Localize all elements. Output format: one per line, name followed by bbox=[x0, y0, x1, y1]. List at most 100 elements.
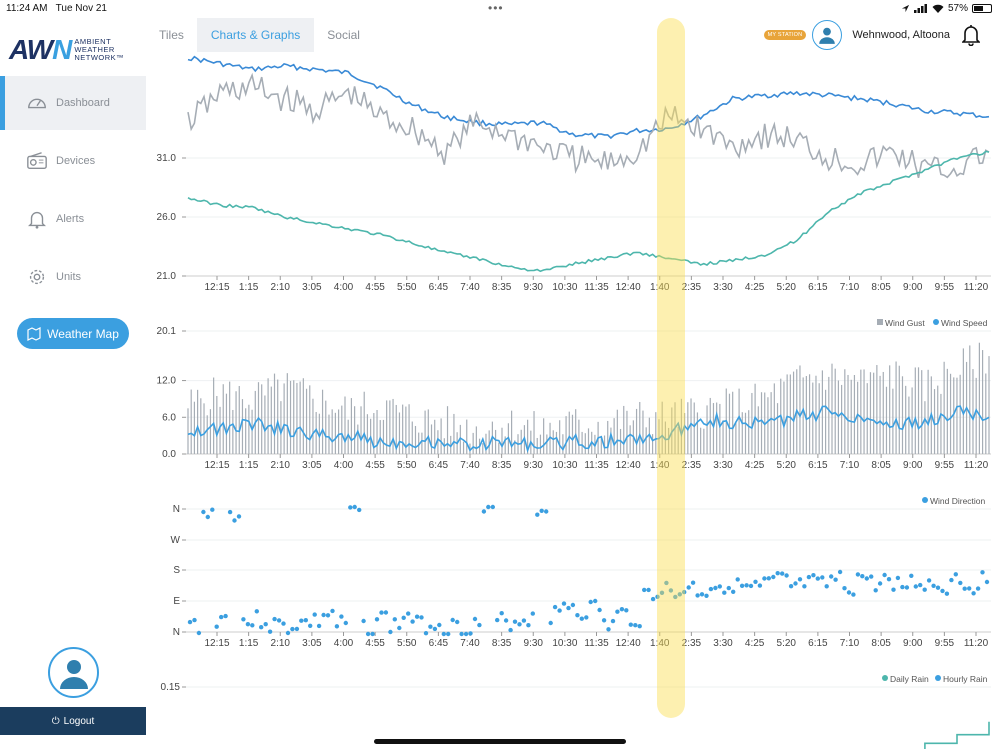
wind-x-tick-label: 2:10 bbox=[271, 460, 291, 471]
battery-percent: 57% bbox=[947, 3, 968, 14]
bell-icon bbox=[28, 211, 46, 229]
notification-bell-icon[interactable] bbox=[962, 24, 980, 46]
wind-direction-point bbox=[646, 587, 651, 593]
wind-direction-point bbox=[949, 577, 954, 583]
sidebar-nav: Dashboard Devices Alerts Units bbox=[0, 76, 146, 308]
wind-x-tick-label: 8:05 bbox=[871, 460, 891, 471]
wind-direction-point bbox=[223, 613, 228, 619]
temp-x-tick-label: 9:00 bbox=[903, 282, 923, 293]
wind-direction-point bbox=[517, 622, 522, 627]
wind-direction-point bbox=[668, 588, 674, 593]
wind-direction-point bbox=[757, 583, 763, 588]
legend-swatch-wind-speed bbox=[933, 319, 939, 325]
wind-x-tick-label: 11:35 bbox=[584, 460, 609, 471]
tab-social[interactable]: Social bbox=[327, 28, 360, 42]
wind-direction-point bbox=[441, 631, 446, 637]
wind-direction-point bbox=[428, 624, 433, 629]
wind-direction-point bbox=[877, 581, 883, 586]
wind-x-tick-label: 1:40 bbox=[650, 460, 670, 471]
multitask-dots[interactable]: ••• bbox=[488, 1, 504, 15]
wind-direction-point bbox=[601, 618, 607, 623]
direction-x-tick-label: 6:15 bbox=[808, 638, 828, 649]
charts-panel[interactable]: 21.0 26.0 31.0 12:15 1:15 2:10 3:05 4:00 4:55 5:5… bbox=[146, 52, 1000, 749]
wind-x-tick-label: 4:25 bbox=[745, 460, 765, 471]
tab-charts-graphs[interactable]: Charts & Graphs bbox=[196, 18, 315, 52]
wind-direction-point bbox=[722, 590, 727, 595]
wind-direction-point bbox=[299, 618, 304, 623]
wind-direction-point bbox=[659, 590, 665, 595]
wind-direction-point bbox=[281, 621, 286, 626]
wind-direction-point bbox=[806, 574, 812, 580]
wind-direction-point bbox=[771, 574, 776, 580]
status-time: 11:24 AM Tue Nov 21 bbox=[6, 3, 107, 14]
wind-x-tick-label: 9:55 bbox=[935, 460, 955, 471]
temp-y-tick-label: 21.0 bbox=[157, 271, 177, 282]
wind-direction-point bbox=[312, 612, 317, 617]
wind-direction-point bbox=[717, 584, 722, 589]
avatar[interactable] bbox=[48, 647, 99, 698]
wind-direction-point bbox=[481, 509, 487, 514]
location-icon bbox=[901, 4, 910, 13]
direction-x-tick-label: 3:05 bbox=[302, 638, 322, 649]
temp-series-line-1 bbox=[187, 55, 990, 140]
user-icon bbox=[819, 27, 836, 44]
wind-direction-point bbox=[526, 623, 531, 628]
wind-direction-point bbox=[913, 584, 918, 589]
wind-x-tick-label: 2:35 bbox=[682, 460, 702, 471]
station-avatar[interactable] bbox=[812, 20, 843, 50]
wind-direction-point bbox=[530, 611, 535, 616]
legend-swatch-hourly-rain bbox=[935, 675, 941, 681]
wind-y-tick-label: 0.0 bbox=[162, 449, 176, 460]
wind-y-tick-label: 6.0 bbox=[162, 412, 176, 423]
direction-y-tick-label: N bbox=[173, 627, 180, 638]
wind-x-tick-label: 8:35 bbox=[492, 460, 512, 471]
wind-direction-point bbox=[780, 571, 785, 576]
direction-x-tick-label: 9:00 bbox=[903, 638, 923, 649]
sidebar-item-devices[interactable]: Devices bbox=[0, 134, 146, 188]
wind-direction-point bbox=[392, 617, 397, 622]
wind-direction-point bbox=[713, 585, 718, 591]
tab-bar: Tiles Charts & Graphs Social bbox=[146, 18, 373, 52]
wind-direction-point bbox=[512, 619, 518, 624]
sidebar-item-units[interactable]: Units bbox=[0, 250, 146, 304]
gauge-icon bbox=[28, 98, 46, 109]
tab-tiles[interactable]: Tiles bbox=[159, 28, 184, 42]
wind-x-tick-label: 4:00 bbox=[334, 460, 354, 471]
temp-x-tick-label: 3:30 bbox=[713, 282, 733, 293]
wind-direction-point bbox=[486, 504, 491, 510]
wind-direction-point bbox=[477, 622, 482, 628]
weather-map-button[interactable]: Weather Map bbox=[17, 318, 129, 349]
station-name[interactable]: Wehnwood, Altoona bbox=[852, 29, 950, 41]
direction-y-tick-label: E bbox=[173, 596, 180, 607]
wind-direction-point bbox=[219, 614, 224, 620]
awn-logo[interactable]: AWN AMBIENT WEATHER NETWORK™ bbox=[9, 34, 124, 66]
wind-direction-point bbox=[348, 505, 353, 510]
temp-x-tick-label: 3:05 bbox=[302, 282, 322, 293]
temp-x-tick-label: 8:05 bbox=[871, 282, 891, 293]
wind-x-tick-label: 12:15 bbox=[204, 460, 229, 471]
wind-direction-point bbox=[588, 599, 593, 605]
sidebar-item-alerts[interactable]: Alerts bbox=[0, 192, 146, 246]
wind-direction-point bbox=[797, 577, 803, 582]
logout-button[interactable]: ⏻ Logout bbox=[0, 707, 146, 735]
direction-x-tick-label: 2:35 bbox=[682, 638, 702, 649]
wind-direction-point bbox=[236, 514, 242, 519]
charts-canvas[interactable]: 21.0 26.0 31.0 12:15 1:15 2:10 3:05 4:00 4:55 5:5… bbox=[146, 52, 1000, 749]
wind-direction-point bbox=[788, 584, 794, 589]
user-icon bbox=[59, 659, 88, 689]
home-indicator[interactable] bbox=[374, 739, 626, 744]
wind-direction-point bbox=[334, 624, 340, 629]
wind-direction-point bbox=[726, 585, 731, 591]
wind-direction-point bbox=[753, 579, 758, 584]
wind-direction-point bbox=[410, 619, 415, 624]
direction-x-tick-label: 8:05 bbox=[871, 638, 891, 649]
wind-direction-point bbox=[303, 618, 308, 623]
wind-direction-point bbox=[935, 585, 941, 590]
wind-x-tick-label: 1:15 bbox=[239, 460, 259, 471]
wind-direction-point bbox=[824, 584, 829, 589]
sidebar-item-dashboard[interactable]: Dashboard bbox=[0, 76, 146, 130]
signal-icon bbox=[913, 4, 927, 13]
wind-direction-point bbox=[744, 583, 749, 588]
wind-direction-point bbox=[695, 593, 700, 598]
rain-y-tick-label: 0.15 bbox=[161, 682, 181, 693]
